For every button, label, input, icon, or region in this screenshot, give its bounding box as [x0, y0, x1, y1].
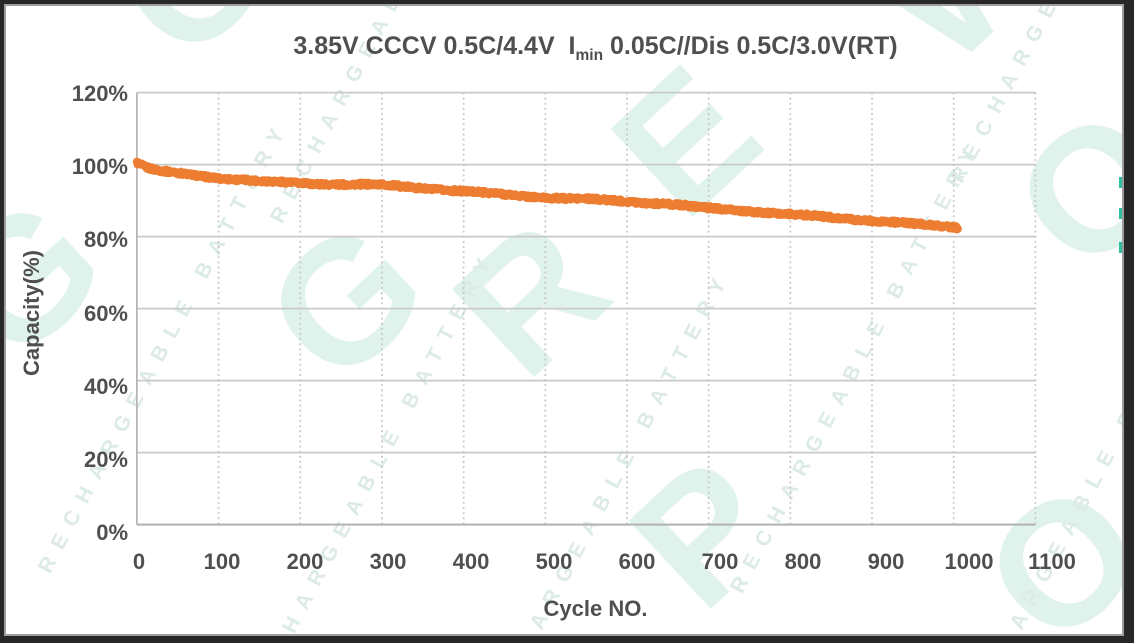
edge-teal-mark — [1119, 242, 1122, 253]
chart-canvas: GOGREWOPORECHARGEABLE BATTERYRECHARGEABL… — [4, 4, 1124, 636]
horizontal-gridlines — [136, 91, 1036, 526]
data-series — [132, 157, 962, 234]
edge-teal-mark — [1119, 208, 1122, 219]
vertical-gridlines — [217, 92, 1037, 525]
edge-teal-mark — [1119, 177, 1122, 188]
plot-area — [132, 91, 1037, 526]
